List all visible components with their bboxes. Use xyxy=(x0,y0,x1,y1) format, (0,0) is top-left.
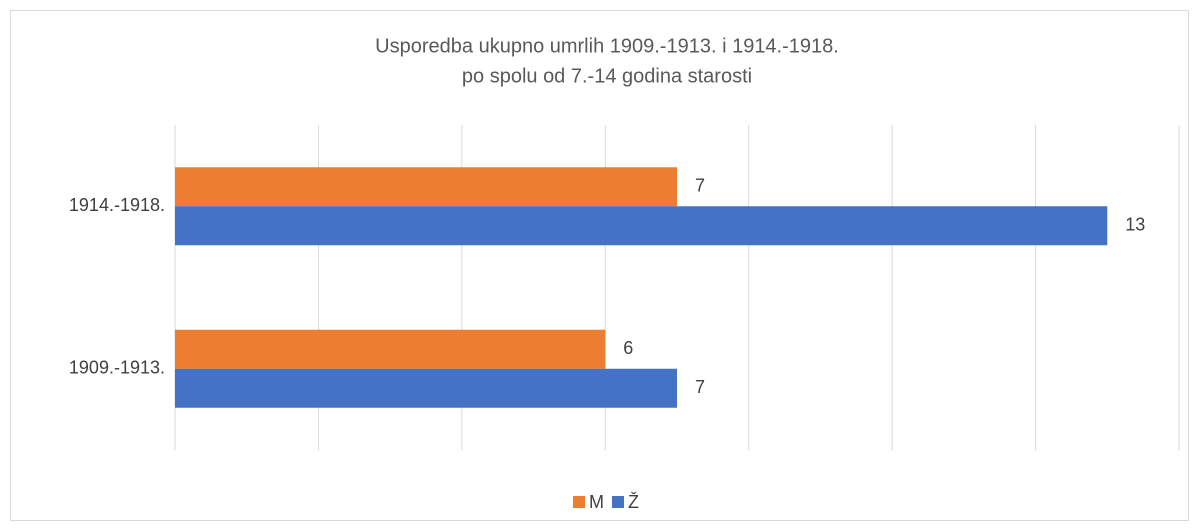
chart-title: po spolu od 7.-14 godina starosti xyxy=(462,65,752,87)
legend-label: Ž xyxy=(628,492,639,512)
legend-label: M xyxy=(589,492,604,512)
chart-title: Usporedba ukupno umrlih 1909.-1913. i 19… xyxy=(375,35,839,57)
bar xyxy=(175,167,677,207)
legend-swatch xyxy=(612,496,624,508)
y-tick-label: 1914.-1918. xyxy=(69,195,165,215)
data-label: 6 xyxy=(623,338,633,358)
bar xyxy=(175,206,1108,246)
data-label: 13 xyxy=(1125,215,1145,235)
bar xyxy=(175,329,606,369)
data-label: 7 xyxy=(695,176,705,196)
data-label: 7 xyxy=(695,377,705,397)
bar xyxy=(175,368,677,408)
chart-frame xyxy=(10,10,1189,521)
legend-swatch xyxy=(573,496,585,508)
y-tick-label: 1909.-1913. xyxy=(69,358,165,378)
